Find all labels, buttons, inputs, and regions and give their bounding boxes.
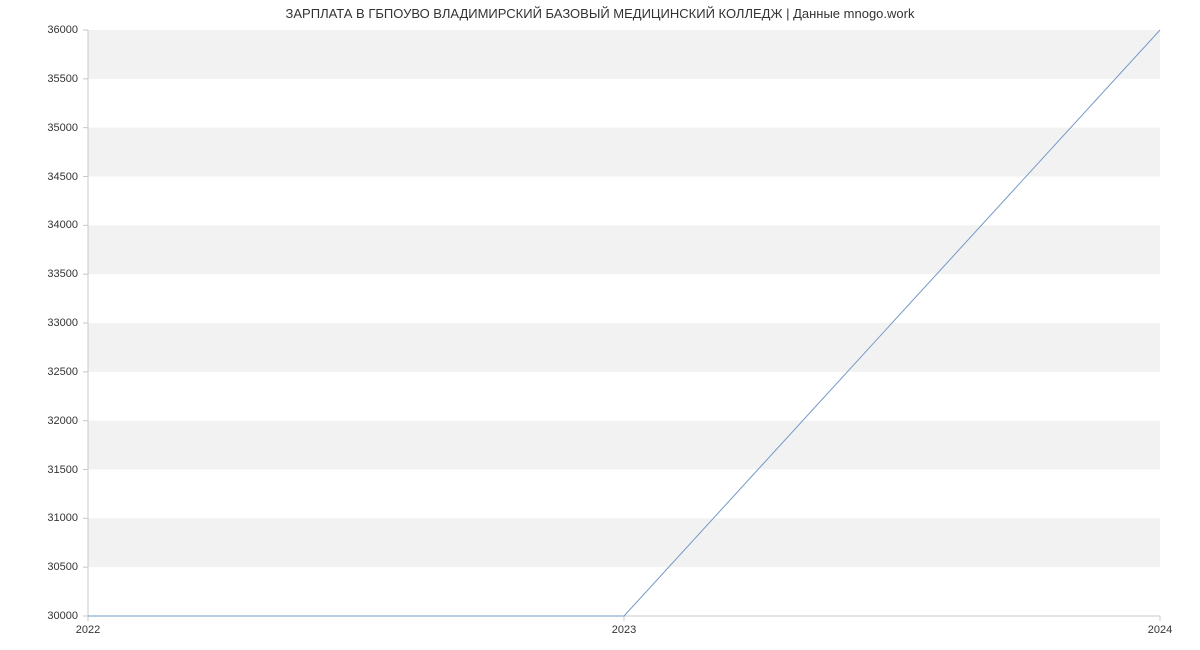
y-tick-label: 30000 bbox=[18, 610, 78, 622]
chart-title: ЗАРПЛАТА В ГБПОУВО ВЛАДИМИРСКИЙ БАЗОВЫЙ … bbox=[0, 6, 1200, 21]
x-tick-label: 2024 bbox=[1148, 624, 1172, 636]
line-chart: ЗАРПЛАТА В ГБПОУВО ВЛАДИМИРСКИЙ БАЗОВЫЙ … bbox=[0, 0, 1200, 650]
y-tick-label: 35500 bbox=[18, 73, 78, 85]
y-tick-label: 34500 bbox=[18, 171, 78, 183]
y-tick-label: 30500 bbox=[18, 561, 78, 573]
y-tick-label: 36000 bbox=[18, 24, 78, 36]
x-tick-label: 2023 bbox=[612, 624, 636, 636]
y-tick-label: 31500 bbox=[18, 464, 78, 476]
y-tick-label: 34000 bbox=[18, 219, 78, 231]
chart-svg bbox=[88, 30, 1160, 616]
plot-area: 3000030500310003150032000325003300033500… bbox=[88, 30, 1160, 616]
y-tick-label: 32000 bbox=[18, 415, 78, 427]
x-tick-label: 2022 bbox=[76, 624, 100, 636]
y-tick-label: 35000 bbox=[18, 122, 78, 134]
y-tick-label: 32500 bbox=[18, 366, 78, 378]
y-tick-label: 31000 bbox=[18, 512, 78, 524]
y-tick-label: 33000 bbox=[18, 317, 78, 329]
y-tick-label: 33500 bbox=[18, 268, 78, 280]
